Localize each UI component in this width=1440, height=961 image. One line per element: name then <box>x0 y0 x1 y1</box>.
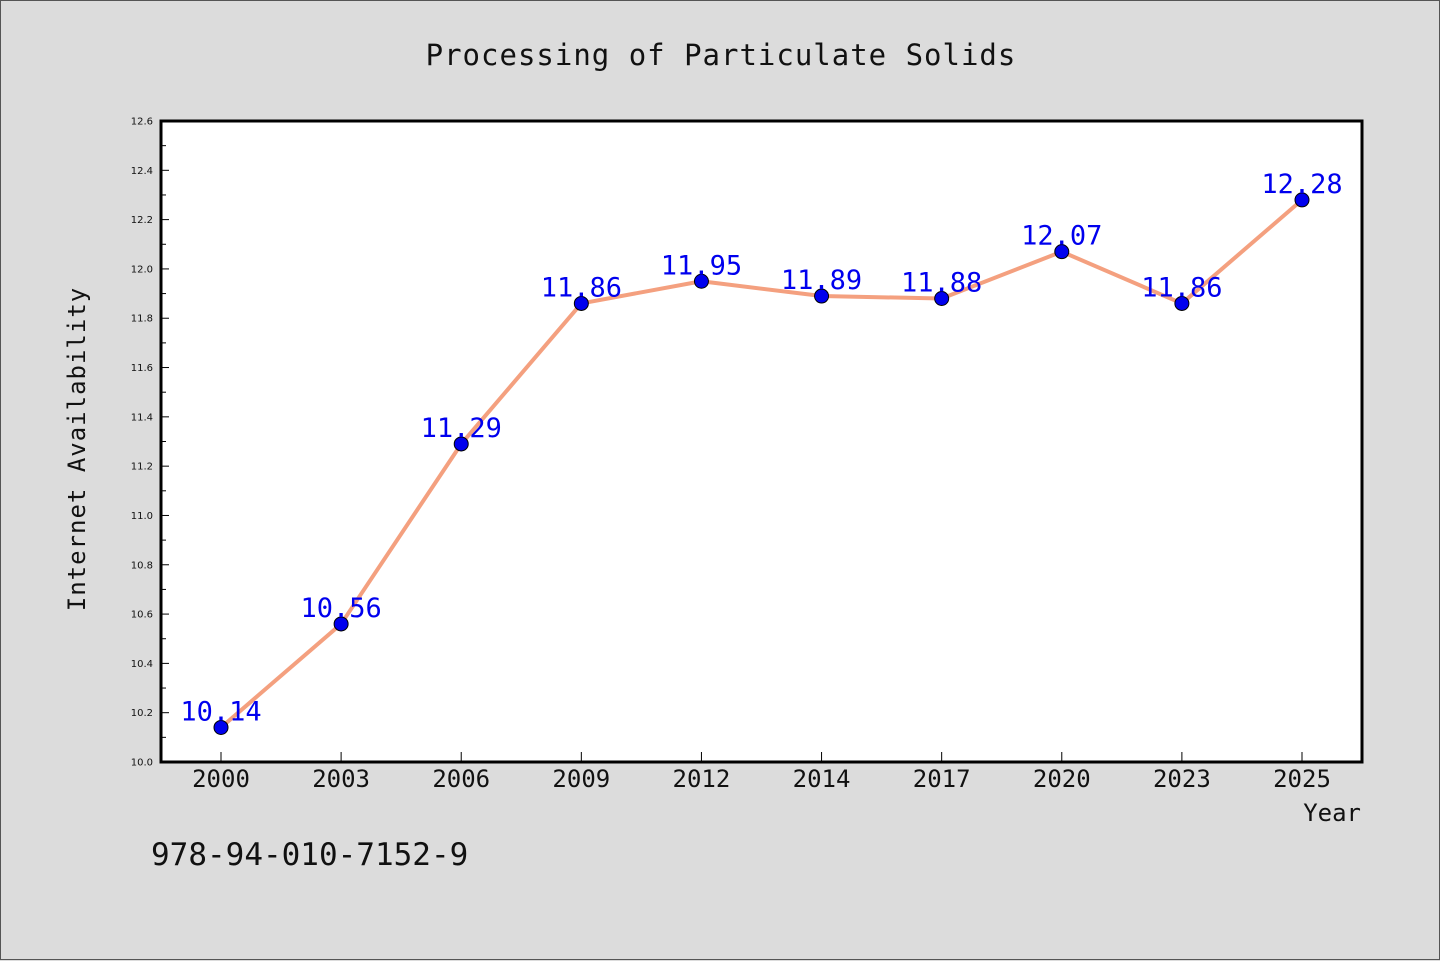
series-layer <box>213 192 1310 735</box>
plot-area <box>159 119 1364 764</box>
data-point <box>1174 295 1190 311</box>
y-tick-label: 11.2 <box>131 462 153 473</box>
data-label: 10.14 <box>180 696 261 727</box>
data-label: 12.07 <box>1021 221 1102 252</box>
data-labels: 10.14 10.56 11.29 11.86 11.95 11.89 11.88 12.07… <box>180 169 1342 728</box>
x-axis-label: Year <box>1303 799 1361 827</box>
y-tick-label: 10.8 <box>131 560 153 571</box>
data-point <box>333 616 349 632</box>
x-tick-label: 2023 <box>1153 765 1211 793</box>
data-point <box>213 719 229 735</box>
data-point <box>814 288 830 304</box>
x-tick-label: 2009 <box>552 765 610 793</box>
x-tick-label: 2025 <box>1273 765 1331 793</box>
y-axis-label: Internet Availability <box>63 287 91 611</box>
y-tick-label: 11.4 <box>131 412 153 423</box>
data-label: 10.56 <box>300 593 381 624</box>
y-tick-label: 11.6 <box>131 363 153 374</box>
data-label: 11.88 <box>901 268 982 299</box>
y-tick-label: 10.6 <box>131 610 153 621</box>
x-tick-label: 2003 <box>312 765 370 793</box>
data-point <box>453 436 469 452</box>
x-axis: 2000 2003 2006 2009 2012 2014 2017 2020 2023 2025 <box>192 752 1331 793</box>
y-tick-label: 10.0 <box>131 758 153 769</box>
data-point <box>693 273 709 289</box>
data-label: 11.29 <box>421 413 502 444</box>
x-tick-label: 2000 <box>192 765 250 793</box>
data-point <box>1294 192 1310 208</box>
x-tick-label: 2014 <box>793 765 851 793</box>
series-line <box>219 197 1304 730</box>
y-tick-label: 12.6 <box>131 117 153 128</box>
data-point <box>1054 244 1070 260</box>
y-tick-label: 11.0 <box>131 511 153 522</box>
y-tick-label: 12.2 <box>131 215 153 226</box>
data-label: 11.95 <box>661 250 742 281</box>
x-tick-label: 2012 <box>673 765 731 793</box>
data-label: 12.28 <box>1261 169 1342 200</box>
isbn-annotation: 978-94-010-7152-9 <box>151 837 468 873</box>
y-tick-label: 11.8 <box>131 314 153 325</box>
data-point <box>573 295 589 311</box>
chart-title: Processing of Particulate Solids <box>426 38 1017 72</box>
data-label: 11.89 <box>781 265 862 296</box>
data-label: 11.86 <box>1141 272 1222 303</box>
y-tick-label: 12.0 <box>131 264 153 275</box>
data-label: 11.86 <box>541 272 622 303</box>
y-tick-label: 10.4 <box>131 659 153 670</box>
y-axis: 10.0 10.2 10.4 10.6 10.8 11.0 11.2 11.4 11.6 11.8… <box>131 117 169 769</box>
x-tick-label: 2017 <box>913 765 971 793</box>
x-tick-label: 2006 <box>432 765 490 793</box>
y-tick-label: 10.2 <box>131 708 153 719</box>
data-point <box>934 291 950 307</box>
y-tick-label: 12.4 <box>131 166 153 177</box>
x-tick-label: 2020 <box>1033 765 1091 793</box>
